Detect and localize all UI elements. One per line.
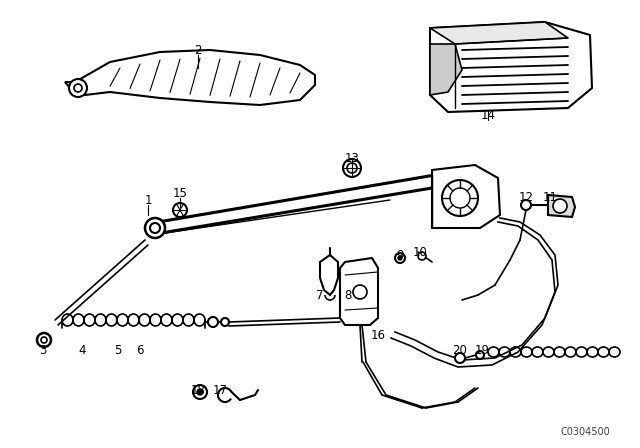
Text: 14: 14 [481,108,495,121]
Text: 3: 3 [39,344,47,357]
Polygon shape [548,195,575,217]
Polygon shape [430,22,592,112]
Polygon shape [430,22,568,44]
Text: 9: 9 [396,249,404,262]
Circle shape [398,256,402,260]
Text: 1: 1 [144,194,152,207]
Circle shape [418,252,426,260]
Circle shape [347,163,357,173]
Circle shape [150,223,160,233]
Text: 13: 13 [344,151,360,164]
Polygon shape [432,165,500,228]
Circle shape [197,389,203,395]
Text: 11: 11 [543,190,557,203]
Circle shape [450,188,470,208]
Circle shape [69,79,87,97]
Circle shape [173,203,187,217]
Polygon shape [430,44,462,95]
Polygon shape [320,255,338,295]
Circle shape [37,333,51,347]
Text: 4: 4 [78,344,86,357]
Circle shape [74,84,82,92]
Circle shape [455,353,465,363]
Text: 12: 12 [518,190,534,203]
Polygon shape [340,258,378,325]
Text: 10: 10 [413,246,428,258]
Text: 19: 19 [474,344,490,357]
Circle shape [395,253,405,263]
Circle shape [442,180,478,216]
Text: 15: 15 [173,186,188,199]
Circle shape [208,317,218,327]
Circle shape [221,318,229,326]
Text: 6: 6 [136,344,144,357]
Text: 16: 16 [371,328,385,341]
Circle shape [521,200,531,210]
Circle shape [476,351,484,359]
Text: 8: 8 [344,289,352,302]
Text: C0304500: C0304500 [560,427,610,437]
Text: 18: 18 [191,383,205,396]
Text: 7: 7 [316,289,324,302]
Circle shape [343,159,361,177]
Text: 2: 2 [195,43,202,56]
Circle shape [145,218,165,238]
Polygon shape [65,50,315,105]
Circle shape [353,285,367,299]
Text: 20: 20 [452,344,467,357]
Text: 17: 17 [212,383,227,396]
Text: 5: 5 [115,344,122,357]
Circle shape [41,337,47,343]
Circle shape [193,385,207,399]
Circle shape [553,199,567,213]
